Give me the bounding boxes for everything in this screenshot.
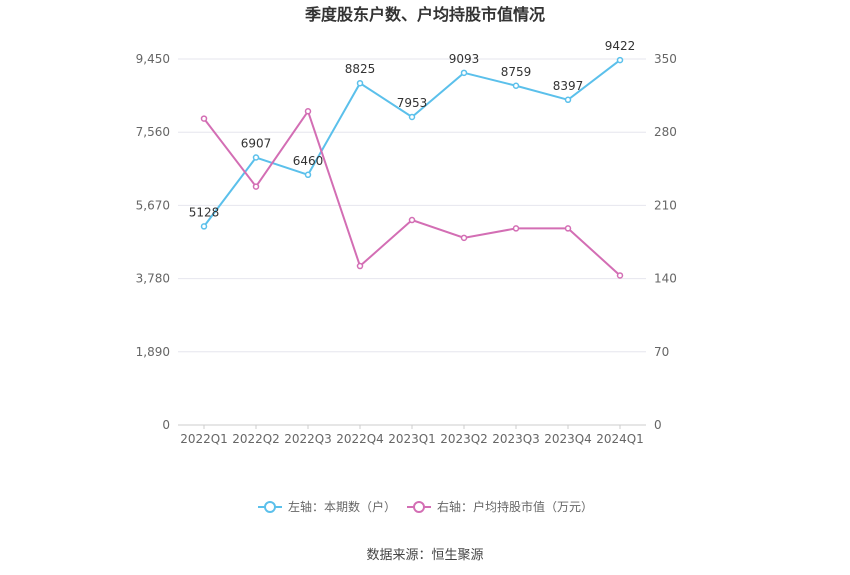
data-label: 9093 [449, 52, 480, 66]
data-label: 6907 [241, 136, 272, 150]
x-tick-label: 2022Q1 [180, 432, 228, 446]
legend-item-left-series[interactable]: 左轴：本期数（户） [258, 499, 396, 514]
data-point[interactable] [564, 96, 572, 104]
right-tick-label: 140 [654, 272, 677, 286]
data-label: 7953 [397, 96, 428, 110]
data-point[interactable] [356, 79, 364, 87]
data-point[interactable] [512, 225, 520, 232]
left-tick-label: 3,780 [136, 272, 170, 286]
data-point[interactable] [564, 225, 572, 232]
data-point[interactable] [252, 154, 260, 161]
data-label: 8759 [501, 65, 532, 79]
data-point[interactable] [304, 171, 312, 179]
left-tick-label: 5,670 [136, 198, 170, 212]
data-label: 6460 [293, 154, 324, 168]
x-tick-label: 2022Q3 [284, 432, 332, 446]
data-point[interactable] [304, 108, 312, 115]
data-point[interactable] [200, 223, 208, 230]
left-axis: 0 1,890 3,780 5,670 7,560 9,450 [136, 52, 170, 432]
left-tick-label: 7,560 [136, 125, 170, 139]
data-point[interactable] [252, 183, 260, 190]
series-layer: 5128 6907 6460 8825 7953 9093 8759 8397 9422 [189, 39, 636, 279]
legend[interactable]: 左轴：本期数（户） 右轴：户均持股市值（万元） [258, 499, 593, 514]
data-point[interactable] [408, 113, 416, 121]
chart-title: 季度股东户数、户均持股市值情况 [304, 5, 545, 24]
legend-item-right-series[interactable]: 右轴：户均持股市值（万元） [407, 499, 593, 514]
source-text: 数据来源：恒生聚源 [366, 548, 483, 563]
legend-label-right-series: 右轴：户均持股市值（万元） [437, 499, 593, 514]
data-point[interactable] [460, 234, 468, 242]
data-point[interactable] [408, 216, 416, 224]
data-label: 8397 [553, 79, 584, 93]
left-tick-label: 1,890 [136, 345, 170, 359]
right-tick-label: 350 [654, 52, 677, 66]
data-label: 9422 [605, 39, 636, 53]
data-point[interactable] [616, 272, 624, 279]
data-point[interactable] [356, 262, 364, 270]
legend-marker-icon [264, 501, 276, 513]
data-point[interactable] [200, 115, 208, 122]
left-tick-label: 0 [162, 418, 170, 432]
data-point[interactable] [460, 69, 468, 77]
x-tick-label: 2023Q3 [492, 432, 540, 446]
right-tick-label: 70 [654, 345, 669, 359]
data-point[interactable] [616, 56, 624, 64]
data-label: 8825 [345, 62, 376, 76]
x-axis: 2022Q1 2022Q2 2022Q3 2022Q4 2023Q1 2023Q2 2023… [180, 425, 644, 446]
right-tick-label: 280 [654, 125, 677, 139]
data-label: 5128 [189, 205, 220, 219]
left-tick-label: 9,450 [136, 52, 170, 66]
x-tick-label: 2022Q4 [336, 432, 384, 446]
right-tick-label: 210 [654, 198, 677, 212]
right-tick-label: 0 [654, 418, 662, 432]
x-tick-label: 2023Q2 [440, 432, 488, 446]
legend-marker-icon [413, 501, 425, 513]
x-tick-label: 2023Q1 [388, 432, 436, 446]
x-tick-label: 2023Q4 [544, 432, 592, 446]
legend-label-left-series: 左轴：本期数（户） [288, 499, 396, 514]
x-tick-label: 2022Q2 [232, 432, 280, 446]
right-axis: 0 70 140 210 280 350 [654, 52, 677, 432]
x-tick-label: 2024Q1 [596, 432, 644, 446]
data-point[interactable] [512, 82, 520, 90]
